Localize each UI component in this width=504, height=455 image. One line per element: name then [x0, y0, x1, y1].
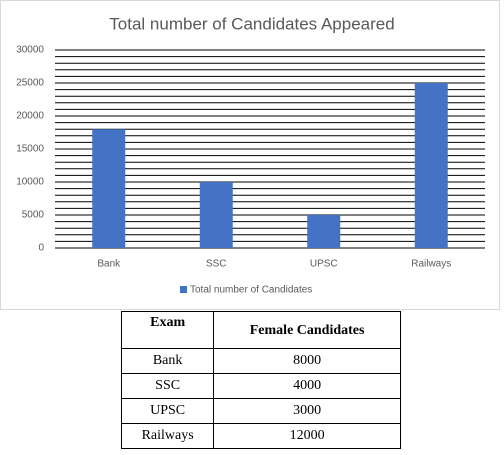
header-cell: Exam	[120, 311, 215, 349]
table-cell: 12000	[213, 423, 401, 449]
bar	[414, 83, 448, 248]
table-row: Railways 12000	[120, 423, 401, 449]
y-tick-label: 0	[38, 243, 44, 254]
bar	[92, 129, 126, 248]
chart-title: Total number of Candidates Appeared	[109, 14, 394, 33]
table-cell: 3000	[213, 398, 401, 424]
table-cell: Bank	[120, 348, 215, 374]
table-row: UPSC 3000	[120, 398, 401, 424]
table-header: Exam Female Candidates	[120, 311, 401, 349]
y-tick-label: 15000	[16, 144, 44, 155]
y-tick-label: 25000	[16, 78, 44, 89]
x-tick-label: Railways	[411, 259, 451, 270]
x-tick-label: SSC	[206, 259, 227, 270]
header-cell: Female Candidates	[213, 311, 401, 349]
legend-label: Total number of Candidates	[190, 285, 312, 296]
table-body: Bank 8000 SSC 4000 UPSC 3000 Railways 12000	[120, 348, 401, 449]
legend-swatch	[180, 286, 187, 293]
y-tick-label: 5000	[22, 210, 45, 221]
y-tick-label: 10000	[16, 177, 44, 188]
table-cell: SSC	[120, 373, 215, 399]
table-row: SSC 4000	[120, 373, 401, 399]
chart: Total number of Candidates Appeared 0 500…	[0, 0, 500, 310]
y-tick-label: 20000	[16, 111, 44, 122]
table-cell: UPSC	[120, 398, 215, 424]
table-cell: 8000	[213, 348, 401, 374]
table-cell: Railways	[120, 423, 215, 449]
bar	[307, 215, 341, 248]
x-tick-label: Bank	[97, 259, 121, 270]
data-table: Exam Female Candidates Bank 8000 SSC 4000 UP…	[120, 311, 401, 449]
table-cell: 4000	[213, 373, 401, 399]
table-row: Bank 8000	[120, 348, 401, 374]
y-tick-label: 30000	[16, 45, 44, 56]
bar	[199, 182, 233, 248]
x-tick-label: UPSC	[310, 259, 338, 270]
